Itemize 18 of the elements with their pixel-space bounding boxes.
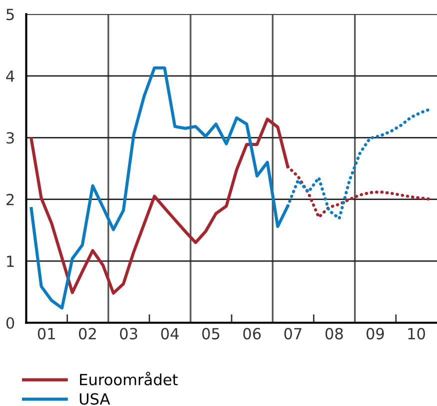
y-tick-label: 4 [6,70,14,82]
y-tick-label: 3 [6,132,14,144]
x-tick-label: 04 [161,328,179,340]
x-tick-label: 03 [120,328,138,340]
y-tick-label: 0 [6,317,14,329]
y-tick-label: 2 [6,194,14,206]
x-tick-label: 06 [243,328,261,340]
y-tick-label: 1 [7,256,14,267]
y-tick-label: 5 [6,8,14,20]
legend-label: USA [80,393,110,405]
x-tick-label: 09 [366,328,384,340]
x-tick-label: 08 [325,328,343,340]
x-tick-label: 10 [408,328,426,340]
x-tick-label: 02 [78,328,96,340]
x-tick-label: 01 [38,328,55,340]
legend-label: Euroområdet [80,372,178,386]
x-tick-label: 07 [284,328,302,340]
x-tick-label: 05 [202,328,220,340]
